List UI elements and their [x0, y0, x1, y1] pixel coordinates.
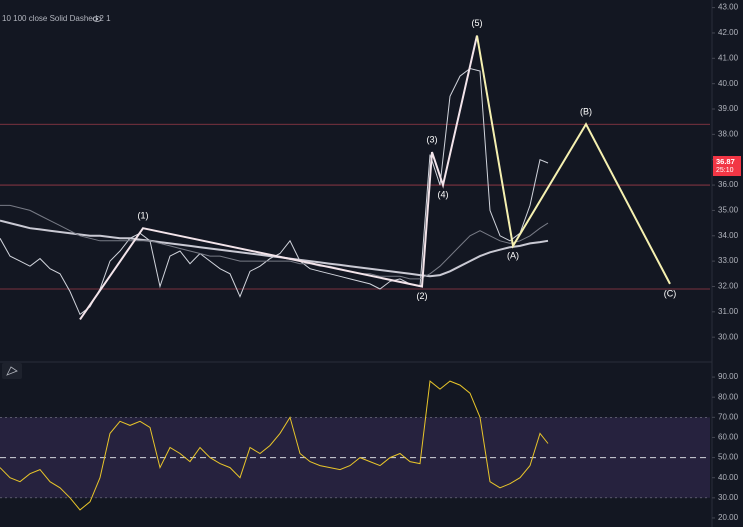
wave-label: (3) [427, 134, 438, 144]
indicator-legend: 10 100 close Solid Dashed 2 1 [2, 14, 111, 23]
y-tick-label: 41.00 [718, 53, 739, 62]
y-tick-label: 50.00 [718, 453, 739, 462]
y-tick-label: 32.00 [718, 282, 739, 291]
last-price-label: 36.87 [716, 157, 735, 166]
tool-icon[interactable] [2, 363, 22, 379]
wave-line [476, 35, 671, 285]
y-tick-label: 20.00 [718, 513, 739, 522]
y-tick-label: 30.00 [718, 493, 739, 502]
y-tick-label: 35.00 [718, 206, 739, 215]
y-tick-label: 80.00 [718, 392, 739, 401]
y-tick-label: 90.00 [718, 372, 739, 381]
wave-label: (5) [472, 18, 483, 28]
y-tick-label: 34.00 [718, 231, 739, 240]
series-line [0, 204, 549, 280]
y-tick-label: 40.00 [718, 473, 739, 482]
y-tick-label: 40.00 [718, 79, 739, 88]
y-tick-label: 33.00 [718, 256, 739, 265]
y-tick-label: 31.00 [718, 307, 739, 316]
y-tick-label: 36.00 [718, 180, 739, 189]
wave-line [79, 35, 478, 320]
series-line [0, 380, 549, 511]
y-tick-label: 70.00 [718, 412, 739, 421]
y-tick-label: 42.00 [718, 28, 739, 37]
y-tick-label: 30.00 [718, 332, 739, 341]
last-price-tag [713, 156, 741, 177]
y-tick-label: 38.00 [718, 129, 739, 138]
wave-label: (1) [138, 211, 149, 221]
wave-label: (A) [507, 250, 519, 260]
y-tick-label: 39.00 [718, 104, 739, 113]
wave-label: (B) [580, 107, 592, 117]
eye-icon[interactable] [92, 16, 102, 22]
wave-label: (C) [664, 288, 677, 298]
countdown-label: 25:10 [716, 167, 734, 174]
wave-label: (2) [417, 291, 428, 301]
wave-label: (4) [438, 189, 449, 199]
y-tick-label: 43.00 [718, 3, 739, 12]
y-tick-label: 60.00 [718, 433, 739, 442]
